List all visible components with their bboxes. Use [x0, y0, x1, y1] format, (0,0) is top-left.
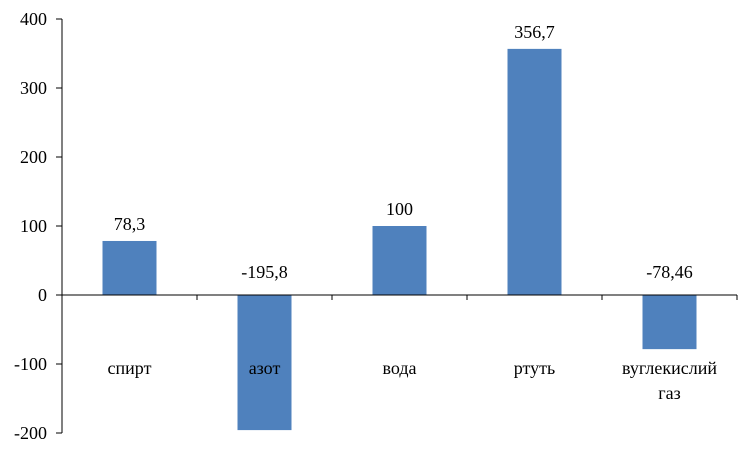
category-label-3: вода: [382, 358, 416, 378]
y-axis: 400 300 200 100 0 -100 -200: [14, 9, 63, 443]
bar-1: [102, 240, 157, 295]
bar-3: [372, 226, 427, 295]
category-label-1: спирт: [108, 358, 152, 378]
y-tick-label: 400: [20, 9, 47, 29]
category-label-5: вуглекислий газ: [622, 358, 717, 403]
data-label-5: -78,46: [646, 262, 693, 282]
bar-2: [237, 295, 292, 431]
bar-5: [642, 295, 697, 350]
data-label-3: 100: [386, 199, 413, 219]
y-tick-label: 300: [20, 78, 47, 98]
x-axis: [61, 294, 738, 300]
labels: 78,3 -195,8 100 356,7 -78,46 спирт азот вода рту…: [108, 22, 718, 403]
bars: [102, 48, 697, 431]
y-tick-label: -100: [14, 354, 47, 374]
y-tick-label: -200: [14, 423, 47, 443]
category-label-2: азот: [249, 358, 281, 378]
data-label-2: -195,8: [241, 262, 288, 282]
y-tick-label: 100: [20, 216, 47, 236]
category-label-4: ртуть: [514, 358, 555, 378]
y-tick-label: 0: [38, 285, 47, 305]
bar-4: [507, 48, 562, 295]
y-tick-label: 200: [20, 147, 47, 167]
data-label-1: 78,3: [114, 214, 146, 234]
data-label-4: 356,7: [514, 22, 555, 42]
